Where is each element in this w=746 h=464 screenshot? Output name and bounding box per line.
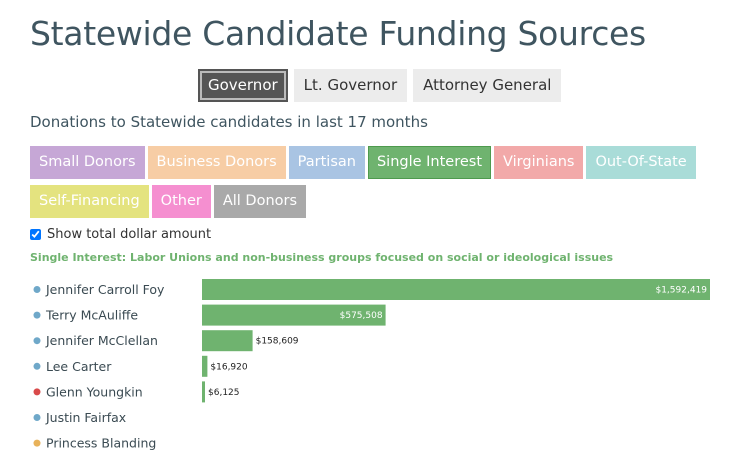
show-total-label: Show total dollar amount xyxy=(47,227,212,242)
category-small-donors[interactable]: Small Donors xyxy=(30,146,145,179)
party-dot xyxy=(33,439,41,447)
category-description: Single Interest: Labor Unions and non-bu… xyxy=(30,251,614,264)
show-total-checkbox[interactable] xyxy=(30,229,41,240)
party-dot xyxy=(33,414,41,421)
bar[interactable] xyxy=(202,355,208,377)
bar[interactable] xyxy=(202,330,253,352)
candidate-label: Lee Carter xyxy=(46,359,112,374)
bar[interactable] xyxy=(202,279,710,300)
tab-attorney-general[interactable]: Attorney General xyxy=(413,69,562,102)
bar-chart: Jennifer Carroll Foy $1,592,419 Terry McAu… xyxy=(33,279,710,451)
category-partisan[interactable]: Partisan xyxy=(288,146,365,179)
category-self-financing[interactable]: Self-Financing xyxy=(30,185,149,218)
bar-value-label: $158,609 xyxy=(256,337,299,347)
candidate-label: Glenn Youngkin xyxy=(46,384,143,399)
chart-subtitle: Donations to Statewide candidates in las… xyxy=(30,113,428,131)
candidate-label: Jennifer McClellan xyxy=(45,333,158,348)
bar-value-label: $575,508 xyxy=(340,311,383,321)
office-tabs: Governor Lt. Governor Attorney General xyxy=(198,69,562,102)
page-title: Statewide Candidate Funding Sources xyxy=(30,14,646,53)
bar-value-label: $1,592,419 xyxy=(655,286,707,296)
bar-value-label: $16,920 xyxy=(210,362,247,372)
show-total-toggle[interactable]: Show total dollar amount xyxy=(30,227,211,242)
bar[interactable] xyxy=(202,304,386,326)
party-dot xyxy=(33,337,41,345)
candidate-label: Terry McAuliffe xyxy=(45,308,138,323)
category-all-donors[interactable]: All Donors xyxy=(213,185,307,218)
tab-governor[interactable]: Governor xyxy=(198,69,288,102)
category-single-interest[interactable]: Single Interest xyxy=(367,146,492,179)
candidate-label: Jennifer Carroll Foy xyxy=(45,282,165,297)
category-virginians[interactable]: Virginians xyxy=(494,146,584,179)
category-business-donors[interactable]: Business Donors xyxy=(147,146,286,179)
bar[interactable] xyxy=(202,381,205,403)
tab-lt-governor[interactable]: Lt. Governor xyxy=(293,69,408,102)
category-filter: Small Donors Business Donors Partisan Si… xyxy=(30,146,696,224)
bar-value-label: $6,125 xyxy=(208,388,240,398)
category-out-of-state[interactable]: Out-Of-State xyxy=(586,146,696,179)
candidate-label: Princess Blanding xyxy=(46,436,156,451)
candidate-label: Justin Fairfax xyxy=(45,410,126,425)
party-dot xyxy=(33,388,41,396)
party-dot xyxy=(33,311,41,319)
party-dot xyxy=(33,362,41,370)
party-dot xyxy=(33,286,41,293)
category-other[interactable]: Other xyxy=(151,185,211,218)
